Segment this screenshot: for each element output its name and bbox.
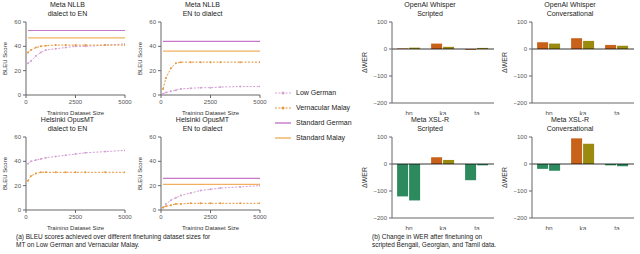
html-text:OpenAI Whisper Scripted: OpenAI Whisper Scripted <box>404 1 456 17</box>
svg-text:5000: 5000 <box>253 99 267 105</box>
svg-text:2500: 2500 <box>69 214 83 220</box>
svg-text:ka: ka <box>580 110 587 115</box>
svg-text:−100: −100 <box>513 73 527 79</box>
svg-text:0: 0 <box>524 46 528 52</box>
svg-text:−100: −100 <box>513 188 527 194</box>
svg-text:0: 0 <box>384 161 388 167</box>
svg-text:0: 0 <box>18 92 22 98</box>
svg-text:60: 60 <box>14 134 21 140</box>
svg-text:Training Dataset Size: Training Dataset Size <box>47 110 105 115</box>
html-text:Low German: Low German <box>296 89 337 96</box>
svg-text:BLEU Score: BLEU Score <box>137 41 143 75</box>
html-text:Meta XSL-R Scripted: Meta XSL-R Scripted <box>410 116 450 132</box>
svg-text:ta: ta <box>614 225 620 230</box>
svg-text:ta: ta <box>614 110 620 115</box>
svg-text:−200: −200 <box>373 100 387 106</box>
svg-text:60: 60 <box>149 134 156 140</box>
svg-text:bn: bn <box>545 110 553 115</box>
svg-text:0: 0 <box>24 214 28 220</box>
svg-text:5000: 5000 <box>253 214 267 220</box>
svg-text:−200: −200 <box>513 100 527 106</box>
html-text:Standard Malay: Standard Malay <box>296 134 345 141</box>
html-text:Meta XSL-R Conversational: Meta XSL-R Conversational <box>546 116 594 132</box>
svg-text:−100: −100 <box>373 73 387 79</box>
svg-text:−100: −100 <box>373 188 387 194</box>
svg-text:ka: ka <box>440 110 447 115</box>
svg-text:ta: ta <box>474 225 480 230</box>
svg-text:bn: bn <box>545 225 553 230</box>
svg-text:Training Dataset Size: Training Dataset Size <box>182 110 240 115</box>
svg-text:100: 100 <box>517 134 528 140</box>
svg-text:bn: bn <box>405 225 413 230</box>
svg-text:20: 20 <box>14 183 21 189</box>
svg-text:BLEU Score: BLEU Score <box>8 156 9 190</box>
svg-text:ΔWER: ΔWER <box>361 167 368 188</box>
html-text:(a) BLEU scores achieved over: (a) BLEU scores achieved over different … <box>16 233 211 248</box>
svg-text:0: 0 <box>18 207 22 213</box>
svg-text:Training Dataset Size: Training Dataset Size <box>47 225 105 230</box>
html-text:Standard German: Standard German <box>296 119 352 126</box>
svg-text:0: 0 <box>384 46 388 52</box>
svg-text:20: 20 <box>149 183 156 189</box>
svg-text:60: 60 <box>149 19 156 25</box>
svg-text:ka: ka <box>440 225 447 230</box>
svg-text:0: 0 <box>159 214 163 220</box>
svg-text:40: 40 <box>149 43 156 49</box>
html-text:Helsinki OpusMT EN to dialect: Helsinki OpusMT EN to dialect <box>175 116 230 132</box>
svg-text:5000: 5000 <box>118 99 132 105</box>
html-text:Meta NLLB dialect to EN: Meta NLLB dialect to EN <box>47 1 88 17</box>
svg-text:bn: bn <box>405 110 413 115</box>
svg-text:ka: ka <box>580 225 587 230</box>
svg-text:2500: 2500 <box>204 214 218 220</box>
svg-text:0: 0 <box>159 99 163 105</box>
svg-text:Training Dataset Size: Training Dataset Size <box>182 225 240 230</box>
svg-text:40: 40 <box>149 158 156 164</box>
svg-text:100: 100 <box>377 19 388 25</box>
svg-text:−200: −200 <box>513 215 527 221</box>
svg-text:2500: 2500 <box>204 99 218 105</box>
svg-text:BLEU Score: BLEU Score <box>137 156 143 190</box>
svg-text:0: 0 <box>524 161 528 167</box>
svg-text:40: 40 <box>14 158 21 164</box>
svg-text:ΔWER: ΔWER <box>361 52 368 73</box>
svg-text:ta: ta <box>474 110 480 115</box>
svg-text:2500: 2500 <box>69 99 83 105</box>
svg-text:100: 100 <box>377 134 388 140</box>
svg-text:−200: −200 <box>373 215 387 221</box>
html-text:Meta NLLB EN to dialect: Meta NLLB EN to dialect <box>182 1 223 17</box>
svg-text:0: 0 <box>153 92 157 98</box>
html-text:OpenAI Whisper Conversational: OpenAI Whisper Conversational <box>544 1 596 17</box>
html-text:Helsinki OpusMT dialect to EN: Helsinki OpusMT dialect to EN <box>40 116 95 132</box>
svg-text:100: 100 <box>517 19 528 25</box>
svg-text:5000: 5000 <box>118 214 132 220</box>
svg-text:60: 60 <box>14 19 21 25</box>
svg-text:40: 40 <box>14 43 21 49</box>
svg-text:20: 20 <box>14 68 21 74</box>
svg-text:20: 20 <box>149 68 156 74</box>
svg-text:ΔWER: ΔWER <box>501 167 508 188</box>
svg-text:BLEU Score: BLEU Score <box>8 41 9 75</box>
svg-text:0: 0 <box>153 207 157 213</box>
svg-text:ΔWER: ΔWER <box>501 52 508 73</box>
html-text:(b) Change in WER after finetu: (b) Change in WER after finetuning on sc… <box>372 233 497 248</box>
svg-text:0: 0 <box>24 99 28 105</box>
html-text:Vernacular Malay: Vernacular Malay <box>296 104 351 111</box>
